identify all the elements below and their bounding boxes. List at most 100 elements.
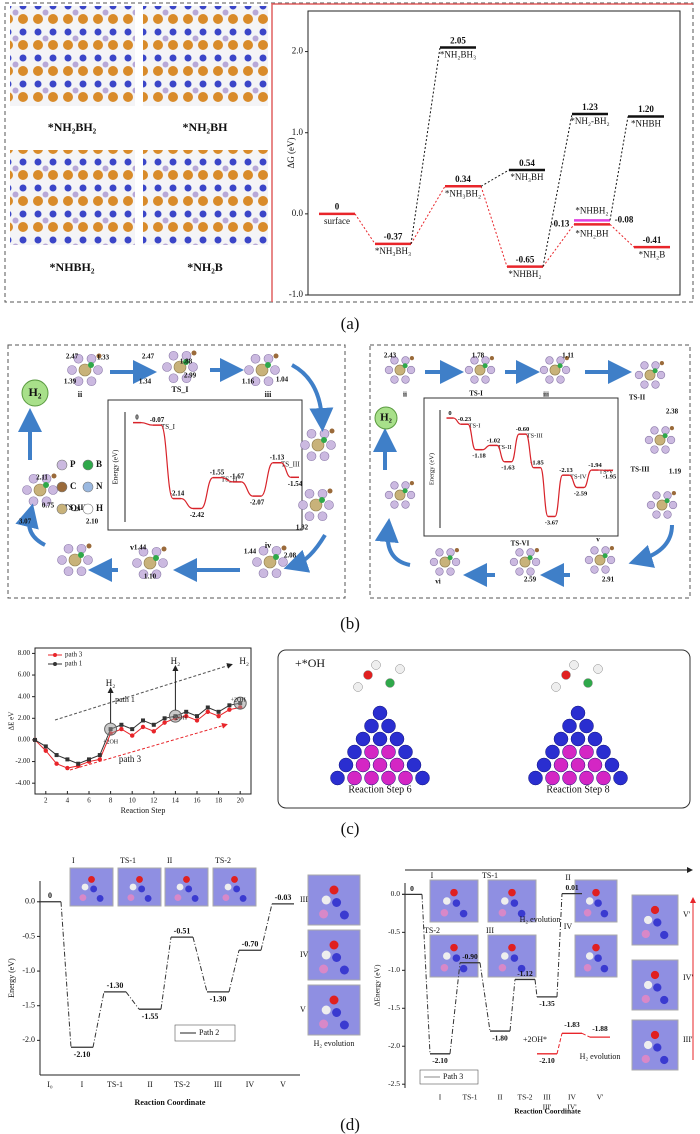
value-label: -2.10 — [539, 1056, 555, 1065]
atom — [498, 963, 507, 972]
atom — [519, 556, 531, 568]
h2-badge — [21, 379, 49, 407]
value-label: -0.60 — [516, 426, 530, 433]
connector — [556, 893, 563, 997]
atom — [68, 553, 82, 567]
y-tick-label: -0.5 — [22, 931, 35, 940]
x-tick-label: I₀ — [47, 1080, 53, 1089]
atom — [67, 365, 77, 375]
legend-swatch — [56, 481, 68, 493]
atom — [51, 473, 57, 479]
connector — [583, 469, 592, 489]
atom — [526, 548, 535, 557]
y-tick-label: 6.00 — [18, 671, 31, 679]
atom — [311, 438, 325, 452]
atom — [562, 718, 577, 734]
label: IV — [564, 922, 573, 931]
atom — [651, 380, 660, 389]
ts-label: TS_III — [281, 460, 300, 468]
atom — [470, 375, 479, 384]
value-label: -1.94 — [588, 462, 602, 469]
atom — [222, 894, 230, 902]
atom — [656, 370, 666, 380]
x-tick-label: IV — [246, 1080, 255, 1089]
atom — [306, 451, 317, 462]
value-label: -1.63 — [501, 465, 515, 472]
atom — [319, 497, 325, 503]
x-tick-label: III — [543, 1093, 551, 1102]
y-tick-label: 0.0 — [292, 208, 304, 218]
caption: Reaction Step 8 — [546, 784, 609, 795]
x-tick-label: V — [280, 1080, 286, 1089]
atom — [88, 875, 95, 883]
atom — [562, 770, 577, 786]
label: v — [596, 536, 600, 544]
atom — [231, 875, 238, 883]
connector — [228, 950, 240, 992]
label: TS_III — [63, 503, 86, 512]
value-label: -0.03 — [275, 893, 292, 902]
ts-label: TS-I — [469, 423, 481, 430]
value-label: -0.37 — [384, 232, 403, 242]
y-tick-label: -1.0 — [388, 965, 400, 974]
atom — [528, 770, 543, 786]
atom — [63, 543, 74, 554]
x-tick-label: 12 — [150, 797, 158, 805]
label: I — [72, 856, 75, 865]
adsorbate-atom — [551, 682, 561, 692]
value-label: -1.55 — [210, 468, 225, 476]
atom — [450, 943, 458, 952]
species-label: *NHBH₂ — [508, 269, 541, 279]
atom — [435, 567, 444, 576]
value-label: -1.30 — [107, 981, 124, 990]
label: 0.75 — [42, 502, 55, 510]
label: iii — [265, 390, 272, 399]
atom — [654, 434, 666, 446]
atom — [671, 490, 677, 496]
atom — [319, 964, 329, 974]
x-tick-label: III' — [543, 1103, 552, 1112]
atom — [244, 365, 254, 375]
atom — [660, 1055, 669, 1065]
panel-label: (a) — [341, 314, 360, 333]
atom — [143, 556, 157, 570]
atom — [579, 770, 594, 786]
label: P — [70, 459, 76, 469]
marker — [76, 761, 81, 766]
value-label: -1.80 — [492, 1033, 508, 1042]
atom — [510, 954, 519, 962]
atom — [78, 552, 84, 558]
label: 2.47 — [66, 353, 79, 361]
label: V' — [683, 910, 691, 919]
value-label: 1.23 — [582, 102, 598, 112]
atom — [515, 548, 524, 557]
atom — [545, 356, 554, 365]
marker — [65, 765, 70, 771]
atom — [601, 546, 610, 555]
connector — [569, 474, 578, 489]
atom — [281, 545, 287, 551]
atom — [662, 433, 668, 439]
atom — [76, 566, 87, 577]
highlight — [104, 722, 118, 736]
atom — [48, 485, 58, 495]
x-tick-label: II — [147, 1080, 153, 1089]
atom — [600, 909, 609, 918]
legend-swatch — [56, 459, 68, 471]
atom — [138, 885, 146, 893]
atom — [263, 376, 274, 387]
atom — [590, 546, 599, 555]
label: 2.10 — [86, 518, 99, 526]
atom — [258, 568, 269, 579]
atom — [481, 375, 490, 384]
cycle-arrow — [628, 524, 674, 568]
species-label: *NH₂BH — [575, 228, 609, 238]
atom — [659, 360, 665, 366]
marker — [65, 757, 70, 762]
value-label: -2.07 — [250, 499, 265, 507]
label: V — [300, 1005, 306, 1014]
atom — [273, 353, 279, 359]
ts-label: TS-III — [527, 433, 543, 440]
connector — [160, 937, 172, 1010]
label: TS-III — [630, 466, 649, 474]
